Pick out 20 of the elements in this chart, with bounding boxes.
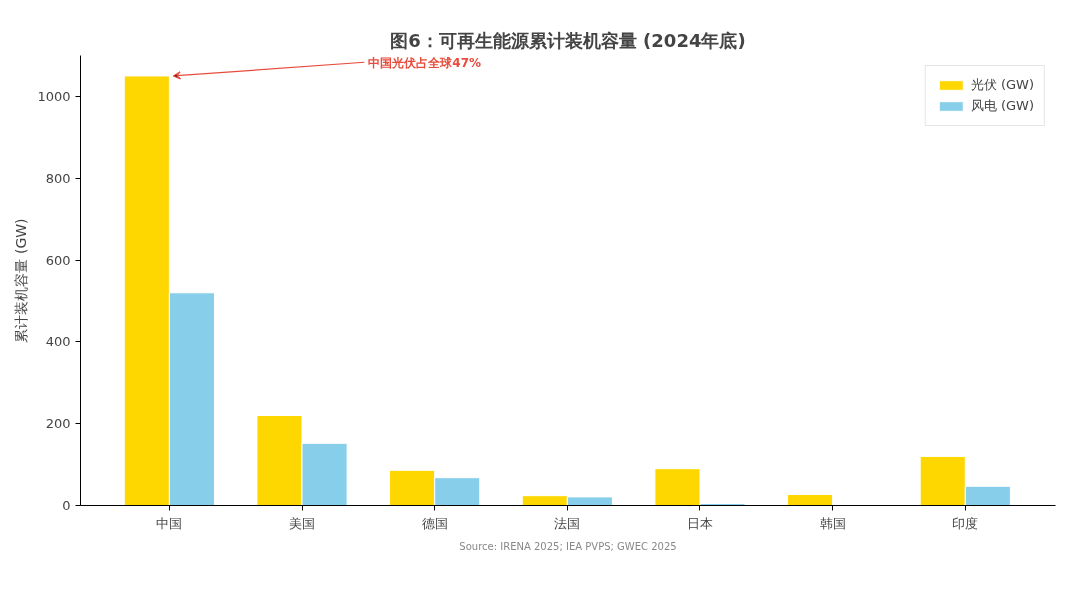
source-note: Source: IRENA 2025; IEA PVPS; GWEC 2025 <box>459 540 677 552</box>
chart-title: 图6：可再生能源累计装机容量 (2024年底) <box>390 29 746 51</box>
x-tick-label: 美国 <box>289 515 316 531</box>
x-tick-label: 中国 <box>156 515 183 531</box>
y-tick-label: 800 <box>45 170 71 186</box>
y-tick-label: 0 <box>62 498 71 513</box>
y-tick-label: 600 <box>45 252 71 268</box>
x-tick-label: 印度 <box>952 515 979 531</box>
annotation: 中国光伏占全球47% <box>368 55 482 70</box>
x-tick-label: 韩国 <box>819 515 846 531</box>
legend-label: 风电 (GW) <box>970 97 1034 115</box>
x-tick-label: 德国 <box>421 515 448 531</box>
y-tick-label: 1000 <box>37 88 71 104</box>
legend-label: 光伏 (GW) <box>970 76 1034 94</box>
x-tick-label: 日本 <box>686 515 713 531</box>
bar <box>787 493 834 506</box>
y-axis-title: 累计装机容量 (GW) <box>13 218 30 343</box>
y-tick-label: 200 <box>45 416 71 432</box>
x-tick-label: 法国 <box>554 515 581 531</box>
y-tick-label: 400 <box>45 334 71 350</box>
